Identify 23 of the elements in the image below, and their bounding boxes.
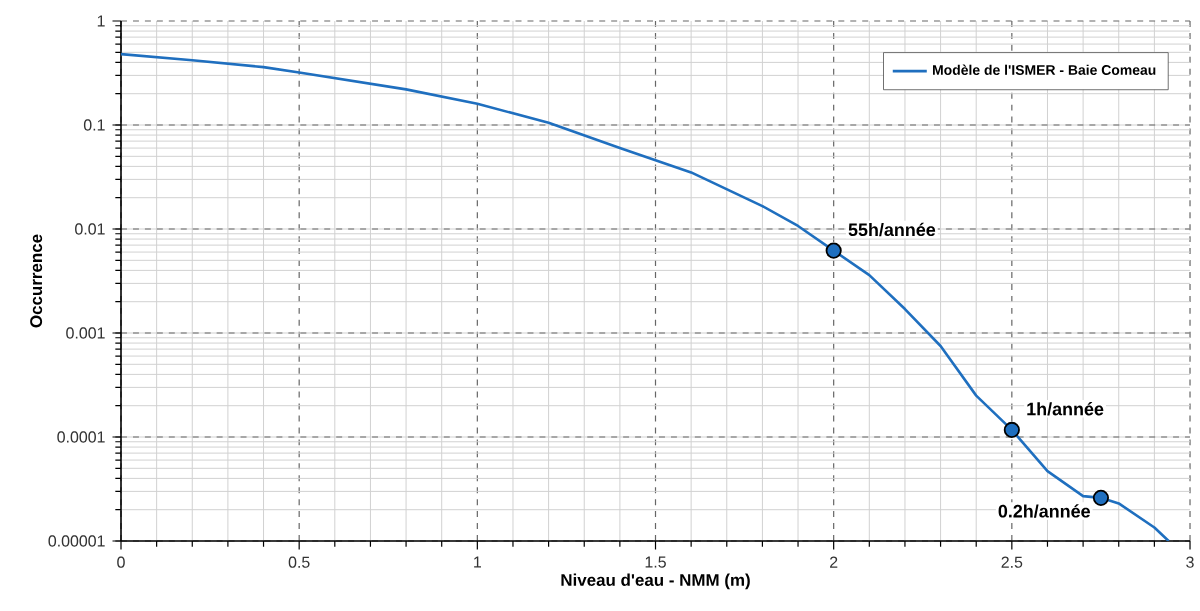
point bbox=[825, 242, 842, 259]
annotation: 0.2h/année bbox=[998, 504, 1090, 518]
x-tick-label: 2.5 bbox=[1001, 556, 1023, 568]
x-tick-label: 1 bbox=[474, 556, 481, 568]
y-axis-title: Occurrence bbox=[30, 234, 43, 328]
x-tick-label: 3 bbox=[1186, 556, 1194, 568]
x-tick-label: 2 bbox=[830, 556, 838, 568]
x-tick-label: 0 bbox=[117, 556, 125, 568]
y-tick-label: 0.001 bbox=[66, 327, 105, 339]
point bbox=[1092, 489, 1109, 506]
x-axis-title: Niveau d'eau - NMM (m) bbox=[561, 573, 750, 590]
point bbox=[1003, 421, 1020, 438]
line-series bbox=[121, 52, 1170, 542]
annotation: 55h/année bbox=[848, 222, 936, 237]
y-tick-label: 1 bbox=[97, 15, 105, 27]
y-tick-label: 0.0001 bbox=[57, 431, 105, 443]
y-tick-label: 0.1 bbox=[83, 119, 105, 131]
x-tick-label: 1.5 bbox=[645, 556, 666, 568]
x-tick-label: 0.5 bbox=[288, 556, 310, 568]
y-tick-label: 0.01 bbox=[75, 223, 105, 235]
annotation: 1h/année bbox=[1027, 402, 1104, 416]
legend-label: Modèle de l'ISMER - Baie Comeau bbox=[933, 64, 1156, 75]
y-tick-label: 0.00001 bbox=[48, 535, 105, 547]
